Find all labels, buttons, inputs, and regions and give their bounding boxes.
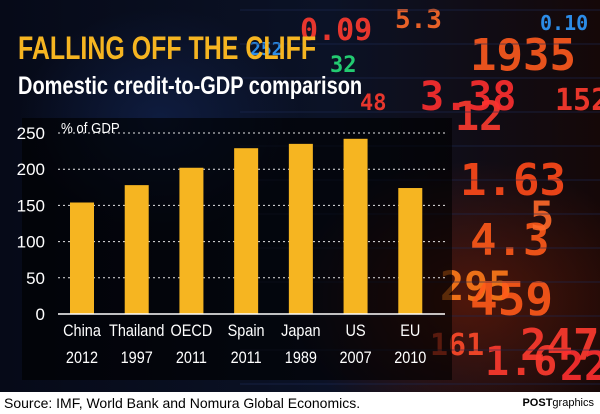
bar: [234, 148, 259, 314]
ticker-number: 22.04: [560, 344, 600, 390]
ticker-number: 1.6: [485, 339, 557, 385]
y-tick-label: 100: [17, 233, 45, 252]
x-tick-label: EU: [400, 322, 420, 340]
y-tick-label: 150: [17, 196, 45, 215]
ticker-number: 0.09: [300, 13, 372, 48]
credit-rest: graphics: [552, 397, 594, 409]
ticker-number: 295: [440, 264, 512, 310]
x-tick-year: 1997: [121, 349, 153, 367]
x-tick-year: 1989: [285, 349, 317, 367]
y-tick-label: 200: [17, 160, 45, 179]
ticker-number: 247: [520, 320, 599, 371]
bar: [288, 143, 313, 314]
source-note: Source: IMF, World Bank and Nomura Globa…: [4, 395, 361, 411]
y-tick-label: 0: [36, 305, 45, 324]
credit-bold: POST: [522, 397, 553, 409]
ticker-number: 5: [530, 194, 554, 240]
bar: [70, 202, 94, 314]
bar: [179, 167, 204, 314]
ticker-number: 4.3: [470, 215, 549, 266]
bar: [124, 185, 149, 314]
ticker-number: 459: [470, 272, 553, 326]
bar: [398, 188, 423, 314]
x-tick-label: OECD: [171, 322, 213, 340]
x-tick-label: Thailand: [109, 322, 164, 340]
y-tick-label: 250: [17, 124, 45, 143]
x-tick-label: Spain: [228, 322, 265, 340]
ticker-number: 12: [455, 94, 503, 140]
bar-chart: 0 50 100 150 200 250 China 2012 Thailand 1997 OECD…: [17, 124, 426, 367]
chart-background: 0.09 32 1935 12 5.3 3.38 0.10 1.63 4.3 295 459 247 4…: [0, 0, 600, 392]
x-tick-year: 2011: [231, 349, 262, 367]
chart-title: FALLING OFF THE CLIFF: [18, 30, 317, 66]
graphics-credit: POSTgraphics: [522, 397, 594, 409]
y-tick-label: 50: [26, 269, 45, 288]
x-tick-label: US: [346, 322, 366, 340]
x-tick-label: China: [63, 322, 101, 340]
x-tick-year: 2010: [394, 349, 426, 367]
x-tick-year: 2011: [176, 349, 207, 367]
x-tick-label: Japan: [281, 322, 320, 340]
x-tick-year: 2007: [340, 349, 372, 367]
x-tick-year: 2012: [66, 349, 98, 367]
chart-subtitle: Domestic credit-to-GDP comparison: [18, 72, 363, 100]
bar: [343, 138, 368, 314]
ticker-number: 1935: [470, 30, 576, 81]
y-axis-label: % of GDP: [61, 120, 120, 137]
ticker-number: 32: [330, 53, 357, 78]
ticker-number: 0.10: [540, 11, 588, 35]
